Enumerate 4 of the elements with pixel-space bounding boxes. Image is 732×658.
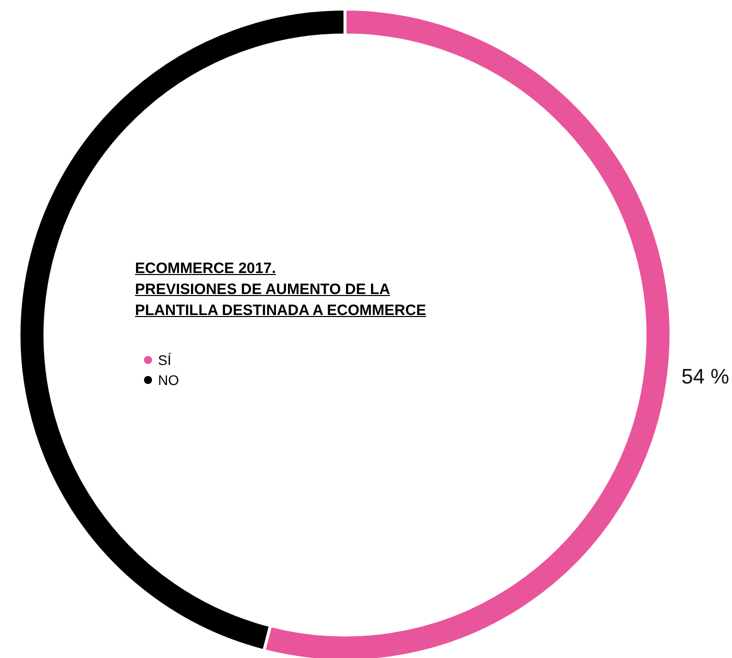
data-label: 54 % — [681, 365, 730, 388]
legend-label: SÍ — [158, 352, 172, 368]
text: ECOMMERCE 2017. PREVISIONES DE AUMENTO DE LA PLANTILLA DESTINADA A ECOMMERCE — [135, 259, 426, 321]
legend-label: NO — [158, 372, 180, 388]
